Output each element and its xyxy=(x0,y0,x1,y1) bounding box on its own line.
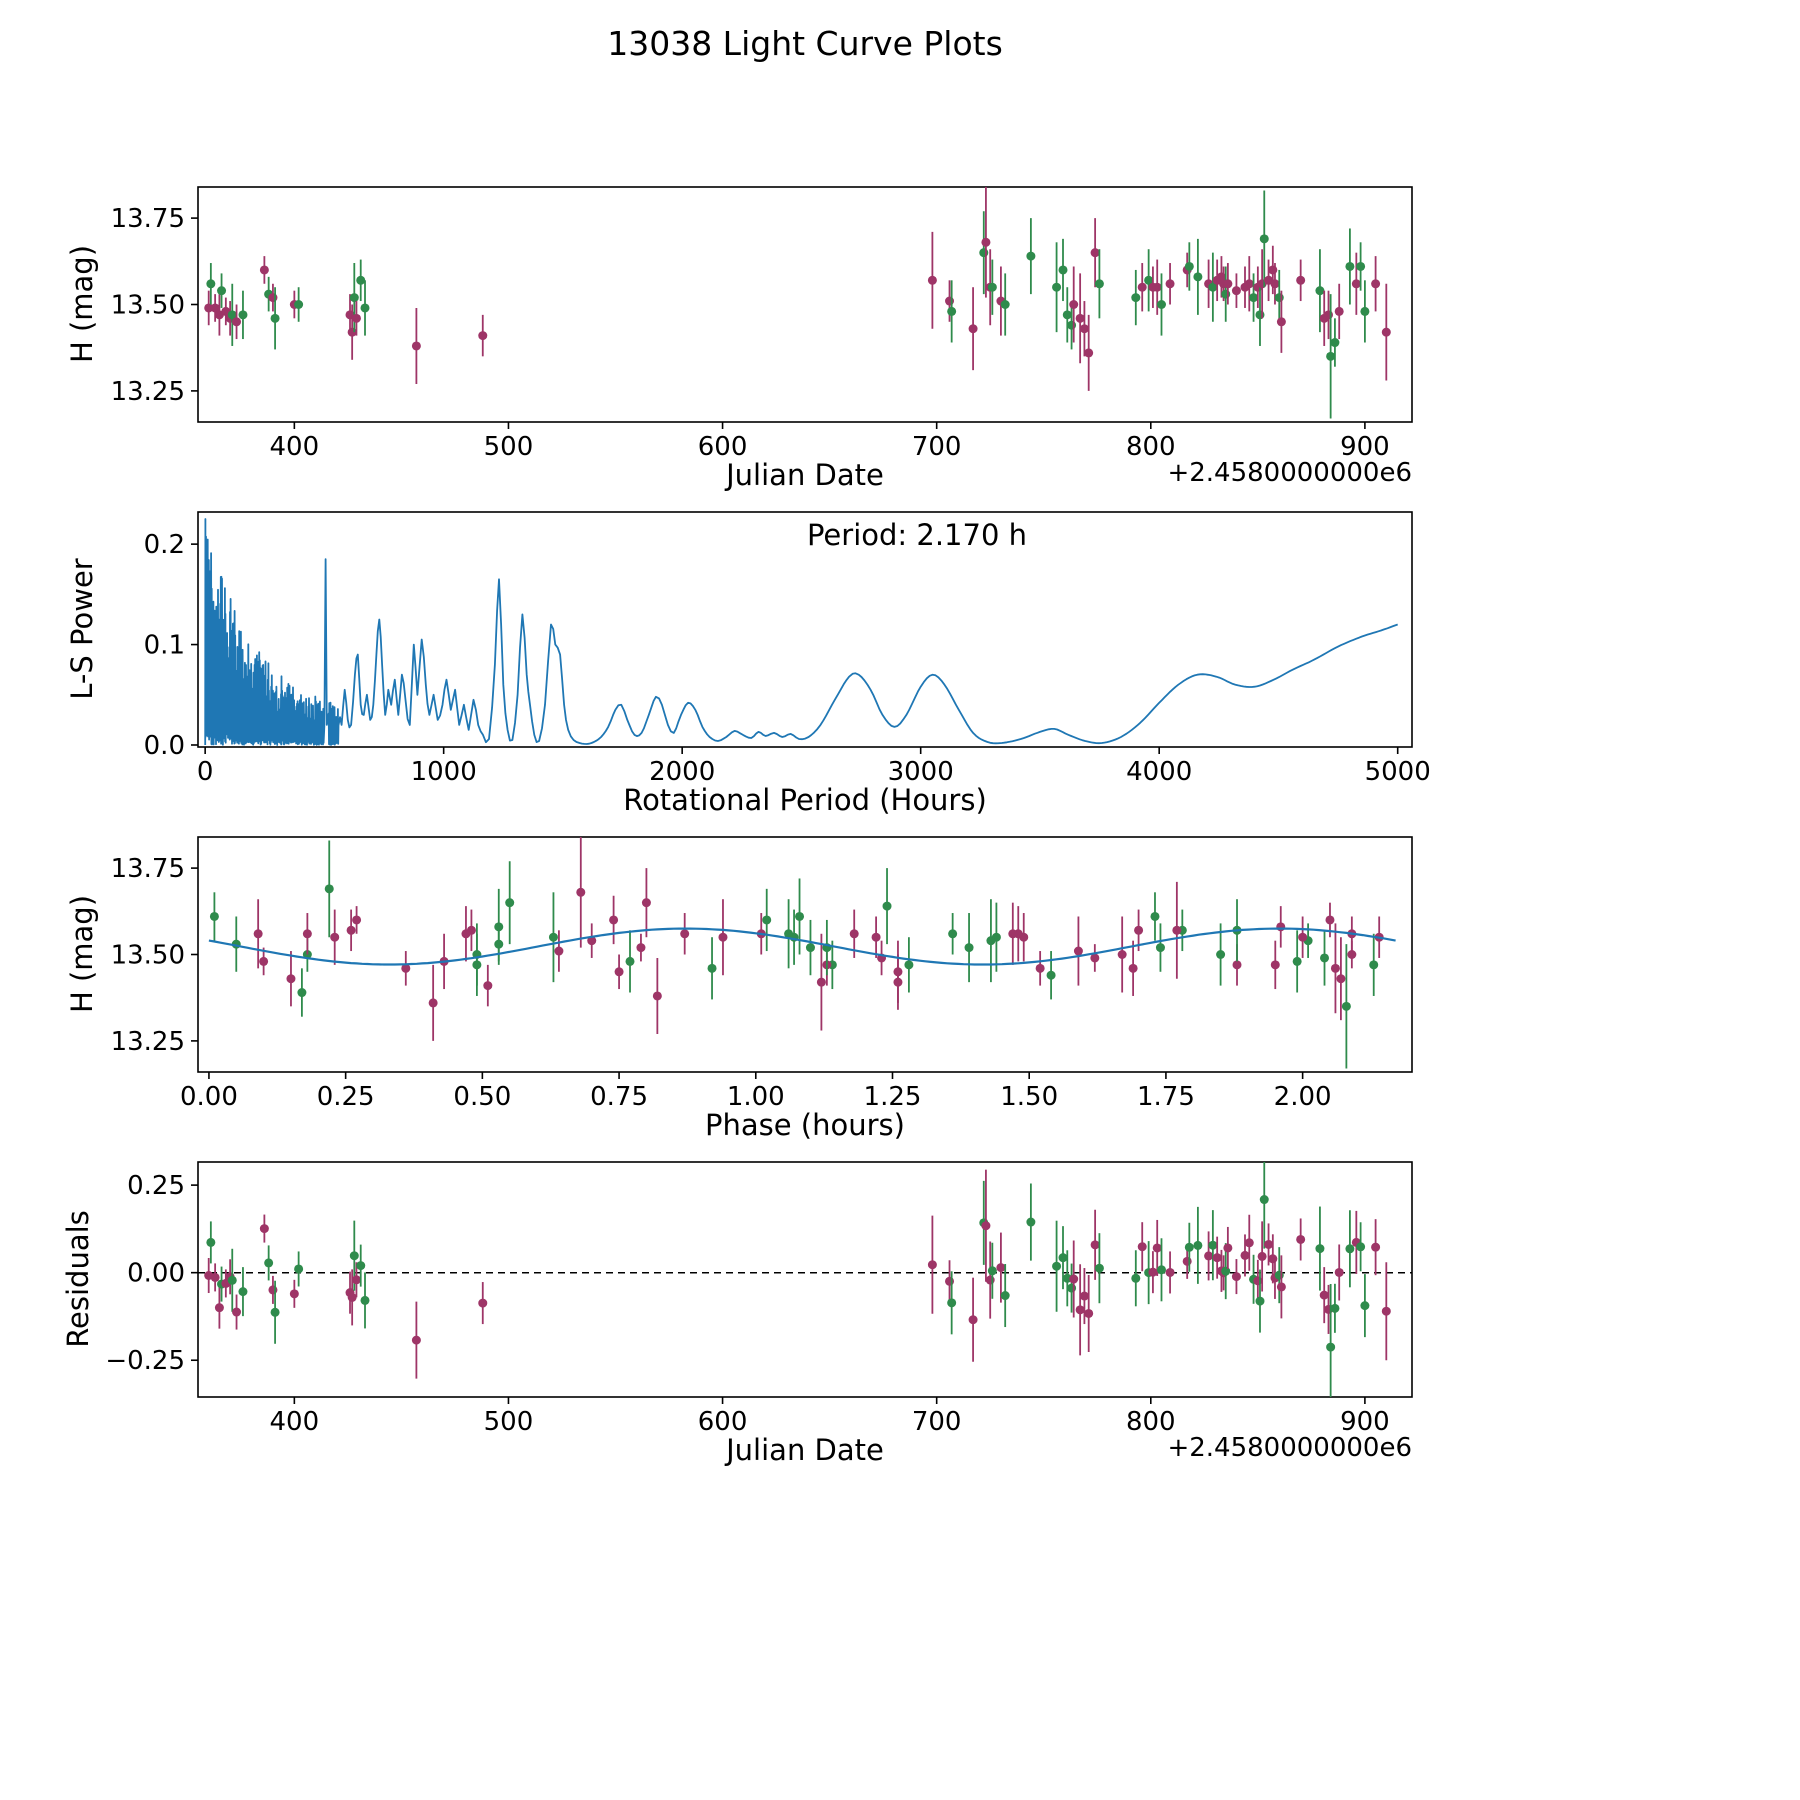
svg-text:13.25: 13.25 xyxy=(111,1027,185,1057)
svg-text:0.00: 0.00 xyxy=(180,1082,238,1112)
svg-text:700: 700 xyxy=(912,432,962,462)
period-annotation: Period: 2.170 h xyxy=(806,518,1028,552)
svg-text:0.25: 0.25 xyxy=(127,1171,185,1201)
svg-text:13.50: 13.50 xyxy=(111,291,185,321)
panel4-axes: 400 500 600 700 800 900 −0.25 0.00 0.25 xyxy=(105,1161,1413,1437)
svg-text:700: 700 xyxy=(912,1407,962,1437)
svg-text:13.25: 13.25 xyxy=(111,377,185,407)
panel2-ylabel: L-S Power xyxy=(65,558,99,700)
svg-text:1.75: 1.75 xyxy=(1137,1082,1195,1112)
svg-text:13.75: 13.75 xyxy=(111,854,185,884)
svg-text:900: 900 xyxy=(1340,432,1390,462)
panel3-ylabel: H (mag) xyxy=(65,894,99,1014)
svg-text:3000: 3000 xyxy=(888,757,954,787)
svg-text:400: 400 xyxy=(270,1407,320,1437)
svg-text:0.75: 0.75 xyxy=(590,1082,648,1112)
phased-points xyxy=(209,837,1384,1069)
svg-text:13.75: 13.75 xyxy=(111,204,185,234)
svg-text:1000: 1000 xyxy=(411,757,477,787)
residual-points xyxy=(204,1162,1391,1397)
panel1-xlabel: Julian Date xyxy=(726,458,884,492)
svg-text:400: 400 xyxy=(270,432,320,462)
fit-curve xyxy=(208,927,1396,966)
svg-text:0.00: 0.00 xyxy=(127,1259,185,1289)
svg-text:800: 800 xyxy=(1126,1407,1176,1437)
svg-text:800: 800 xyxy=(1126,432,1176,462)
svg-text:5000: 5000 xyxy=(1365,757,1431,787)
svg-text:13.50: 13.50 xyxy=(111,941,185,971)
panel1-ylabel: H (mag) xyxy=(65,244,99,364)
svg-text:0.0: 0.0 xyxy=(144,731,185,761)
panel4-ylabel: Residuals xyxy=(61,1210,95,1348)
svg-text:0.50: 0.50 xyxy=(453,1082,511,1112)
panel4-x-offset-label: +2.4580000000e6 xyxy=(1167,1433,1412,1463)
svg-text:500: 500 xyxy=(484,1407,534,1437)
panel2-xlabel: Rotational Period (Hours) xyxy=(623,783,987,817)
svg-text:600: 600 xyxy=(698,432,748,462)
svg-text:600: 600 xyxy=(698,1407,748,1437)
svg-text:0.2: 0.2 xyxy=(144,530,185,560)
panel1-axes: 400 500 600 700 800 900 13.25 13.50 13.75 xyxy=(111,186,1413,462)
panel1-x-offset-label: +2.4580000000e6 xyxy=(1167,458,1412,488)
svg-text:−0.25: −0.25 xyxy=(105,1346,185,1376)
svg-text:0: 0 xyxy=(197,757,214,787)
svg-text:1.50: 1.50 xyxy=(1000,1082,1058,1112)
svg-text:1.25: 1.25 xyxy=(864,1082,922,1112)
svg-text:0.1: 0.1 xyxy=(144,631,185,661)
svg-text:900: 900 xyxy=(1340,1407,1390,1437)
svg-text:1.00: 1.00 xyxy=(727,1082,785,1112)
svg-text:0.25: 0.25 xyxy=(317,1082,375,1112)
svg-text:500: 500 xyxy=(484,432,534,462)
svg-text:2.00: 2.00 xyxy=(1274,1082,1332,1112)
svg-text:2000: 2000 xyxy=(649,757,715,787)
panel3-axes: 0.00 0.25 0.50 0.75 1.00 1.25 1.50 1.75 2.00 13.2… xyxy=(111,836,1413,1112)
light-curve-points xyxy=(204,187,1391,419)
panel4-xlabel: Julian Date xyxy=(726,1433,884,1467)
panel2-axes: 0 1000 2000 3000 4000 5000 0.0 0.1 0.2 xyxy=(144,511,1431,787)
periodogram-line xyxy=(204,518,1398,746)
figure-title: 13038 Light Curve Plots xyxy=(607,24,1003,63)
panel3-xlabel: Phase (hours) xyxy=(705,1108,905,1142)
svg-text:4000: 4000 xyxy=(1126,757,1192,787)
